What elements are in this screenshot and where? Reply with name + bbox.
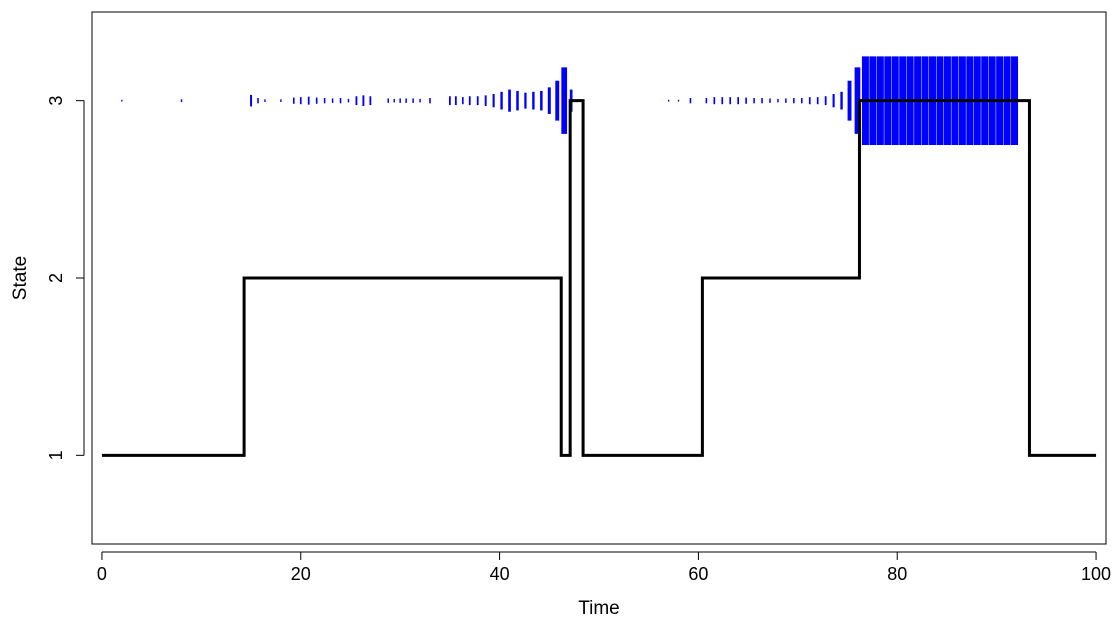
y-tick-label: 1: [46, 450, 66, 460]
x-tick-label: 60: [688, 564, 708, 584]
x-axis-title: Time: [578, 598, 620, 619]
x-tick-label: 100: [1081, 564, 1111, 584]
state-path-layer: [102, 101, 1096, 456]
y-tick-label: 3: [46, 96, 66, 106]
state-path-line: [102, 101, 1096, 456]
x-tick-label: 80: [887, 564, 907, 584]
x-tick-label: 20: [291, 564, 311, 584]
y-tick-label: 2: [46, 273, 66, 283]
axes: 0 20 40 60 80 100 1 2 3: [46, 96, 1111, 584]
y-axis-title: State: [10, 256, 31, 300]
x-tick-label: 40: [490, 564, 510, 584]
x-tick-label: 0: [97, 564, 107, 584]
